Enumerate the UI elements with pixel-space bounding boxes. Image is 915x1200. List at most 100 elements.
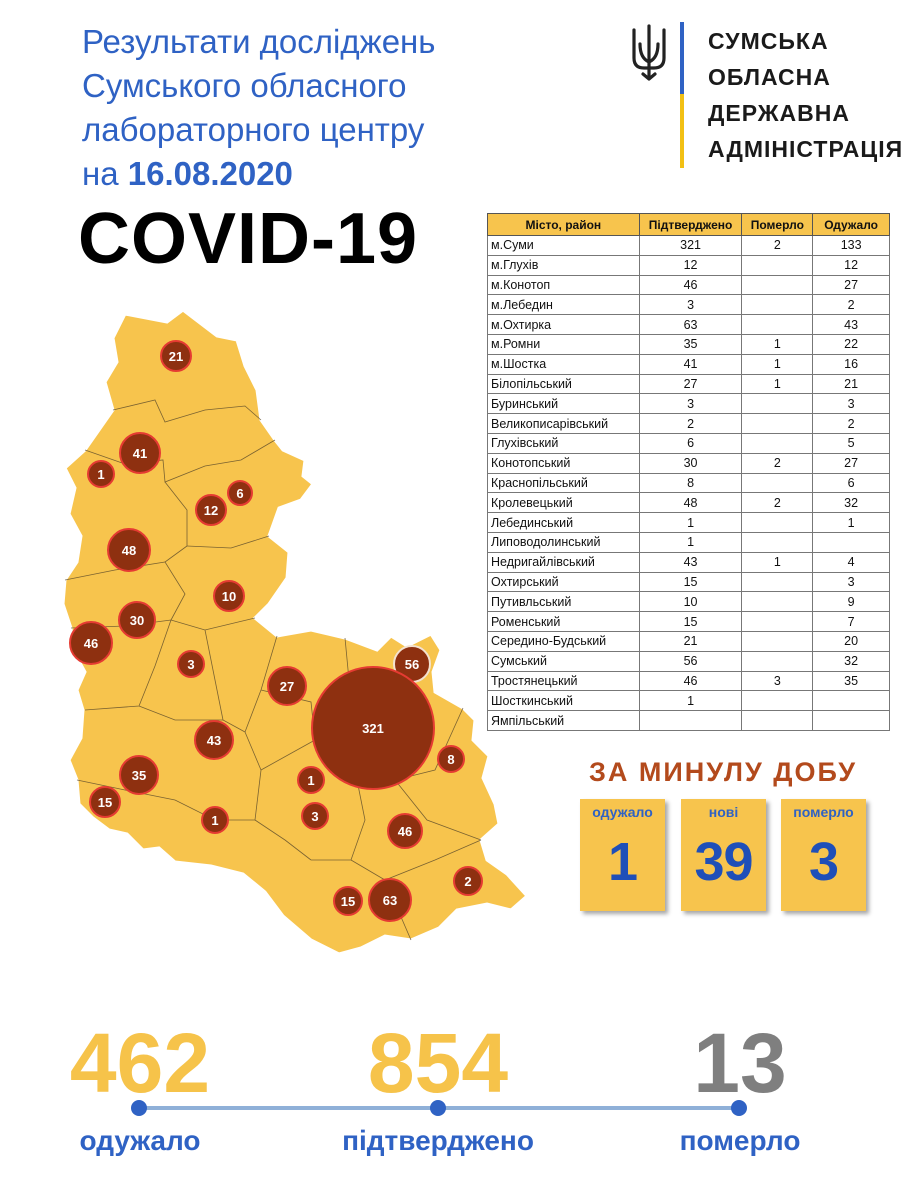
cell-confirmed: 6	[638, 432, 743, 454]
cell-recovered: 16	[812, 353, 890, 375]
org-logo: СУМСЬКА ОБЛАСНА ДЕРЖАВНА АДМІНІСТРАЦІЯ	[628, 22, 902, 172]
cell-died	[741, 690, 814, 712]
table-row: м.Лебедин 3 2	[487, 294, 890, 316]
cell-recovered: 27	[812, 274, 890, 296]
cell-died	[741, 650, 814, 672]
cell-district: Ямпільський	[487, 710, 640, 731]
table-row: м.Охтирка 63 43	[487, 314, 890, 335]
cell-district: Роменський	[487, 611, 640, 632]
cell-died	[741, 314, 814, 335]
cell-confirmed: 35	[638, 333, 743, 355]
table-row: Недригайлівський 43 1 4	[487, 551, 890, 573]
cell-confirmed: 15	[638, 571, 743, 593]
covid-heading: COVID-19	[78, 199, 419, 279]
day-new-card: нові 39	[681, 799, 766, 911]
cell-confirmed: 1	[638, 690, 743, 712]
day-died-label: померло	[793, 804, 854, 820]
cell-district: м.Конотоп	[487, 274, 640, 296]
trident-icon	[632, 24, 666, 81]
map-bubble: 321	[311, 666, 435, 790]
map-bubble: 2	[453, 866, 483, 896]
timeline-dot	[731, 1100, 747, 1116]
col-header-district: Місто, район	[487, 213, 640, 236]
cell-recovered: 20	[812, 630, 890, 652]
cell-confirmed: 3	[638, 294, 743, 316]
col-header-recovered: Одужало	[812, 213, 890, 236]
map-bubble: 43	[194, 720, 234, 760]
table-row: Глухівський 6 5	[487, 432, 890, 454]
cell-district: Путивльський	[487, 591, 640, 613]
map-bubble: 46	[387, 813, 423, 849]
table-header-row: Місто, район Підтверджено Померло Одужал…	[487, 213, 890, 236]
cell-recovered	[812, 690, 890, 712]
cell-confirmed: 48	[638, 492, 743, 514]
total-recovered-value: 462	[69, 1016, 211, 1110]
table-row: Кролевецький 48 2 32	[487, 492, 890, 514]
cell-recovered: 43	[812, 314, 890, 335]
cell-died	[741, 254, 814, 276]
timeline-dot	[131, 1100, 147, 1116]
table-row: м.Глухів 12 12	[487, 254, 890, 276]
org-name-line: АДМІНІСТРАЦІЯ	[708, 136, 904, 162]
cell-confirmed: 21	[638, 630, 743, 652]
cell-died: 1	[741, 333, 814, 355]
cell-died	[741, 591, 814, 613]
cell-recovered	[812, 531, 890, 553]
cell-confirmed: 56	[638, 650, 743, 672]
cell-died	[741, 274, 814, 296]
last-day-title: ЗА МИНУЛУ ДОБУ	[588, 757, 858, 787]
map-bubble: 1	[297, 766, 325, 794]
table-row: Великописарівський 2 2	[487, 413, 890, 434]
cell-district: м.Глухів	[487, 254, 640, 276]
cell-died	[741, 531, 814, 553]
cell-recovered: 3	[812, 571, 890, 593]
cell-confirmed: 46	[638, 274, 743, 296]
table-row: Буринський 3 3	[487, 393, 890, 415]
table-row: Конотопський 30 2 27	[487, 452, 890, 474]
cell-recovered: 4	[812, 551, 890, 573]
cell-confirmed: 46	[638, 670, 743, 692]
cell-district: Недригайлівський	[487, 551, 640, 573]
day-recovered-card: одужало 1	[580, 799, 665, 911]
cell-recovered: 12	[812, 254, 890, 276]
cell-confirmed: 43	[638, 551, 743, 573]
table-row: Липоводолинський 1	[487, 531, 890, 553]
cell-died: 2	[741, 235, 814, 256]
cell-recovered: 32	[812, 650, 890, 672]
cell-recovered: 21	[812, 373, 890, 395]
cell-recovered: 5	[812, 432, 890, 454]
cell-died	[741, 294, 814, 316]
org-name-line: СУМСЬКА	[708, 28, 829, 54]
cell-confirmed: 1	[638, 531, 743, 553]
map-bubble: 1	[201, 806, 229, 834]
day-new-value: 39	[694, 832, 753, 892]
map-bubble: 3	[177, 650, 205, 678]
table-row: м.Ромни 35 1 22	[487, 333, 890, 355]
cell-recovered: 3	[812, 393, 890, 415]
cell-died	[741, 393, 814, 415]
map-bubble: 15	[333, 886, 363, 916]
total-recovered-label: одужало	[79, 1125, 201, 1156]
title-line: Результати досліджень	[82, 23, 436, 60]
cell-died	[741, 611, 814, 632]
cell-recovered: 22	[812, 333, 890, 355]
cell-confirmed: 15	[638, 611, 743, 632]
cell-recovered: 2	[812, 413, 890, 434]
table-row: Ямпільський	[487, 710, 890, 731]
col-header-confirmed: Підтверджено	[638, 213, 743, 236]
table-row: Середино-Будський 21 20	[487, 630, 890, 652]
day-died-card: померло 3	[781, 799, 866, 911]
map-bubble: 12	[195, 494, 227, 526]
total-died-value: 13	[693, 1016, 787, 1110]
cell-died: 1	[741, 373, 814, 395]
cell-recovered: 133	[812, 235, 890, 256]
cell-died: 2	[741, 492, 814, 514]
cell-district: Липоводолинський	[487, 531, 640, 553]
cell-recovered: 1	[812, 512, 890, 533]
org-name-line: ОБЛАСНА	[708, 64, 831, 90]
table-row: Білопільський 27 1 21	[487, 373, 890, 395]
cell-recovered: 7	[812, 611, 890, 632]
day-died-value: 3	[808, 832, 839, 892]
report-date: 16.08.2020	[127, 155, 293, 192]
cell-confirmed: 3	[638, 393, 743, 415]
